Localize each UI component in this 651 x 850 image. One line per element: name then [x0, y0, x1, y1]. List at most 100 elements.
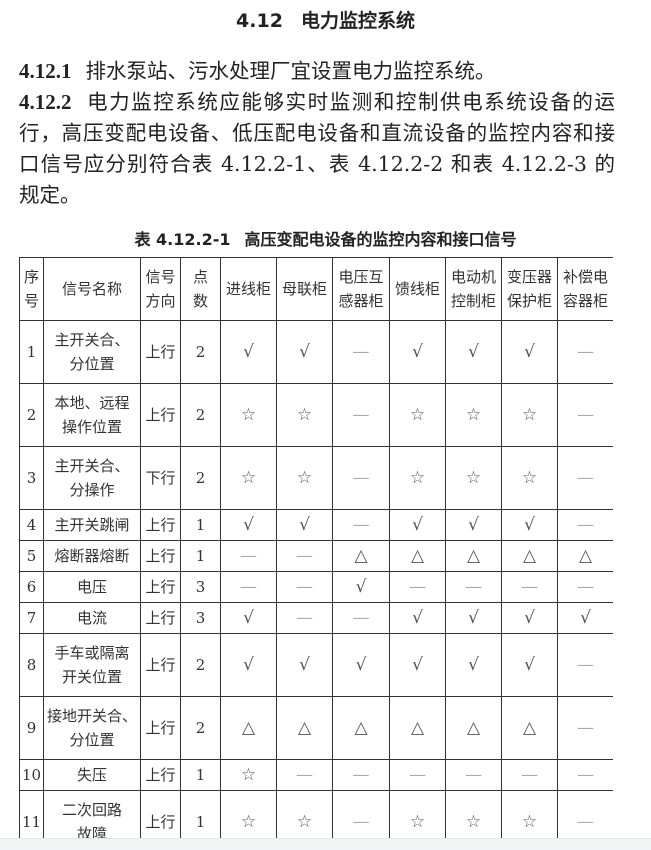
triangle-mark: △	[445, 540, 502, 572]
table-title: 高压变配电设备的监控内容和接口信号	[244, 230, 517, 249]
star-mark: ☆	[220, 383, 277, 447]
signal-direction: 上行	[140, 633, 181, 697]
clause-text: 排水泵站、污水处理厂宜设置电力监控系统。	[85, 59, 496, 83]
clause-number: 4.12.2	[19, 90, 72, 114]
row-number: 9	[19, 696, 44, 760]
dash-mark: —	[276, 571, 333, 603]
star-mark: ☆	[276, 383, 333, 447]
dash-mark: —	[501, 571, 558, 603]
point-count: 2	[180, 696, 221, 760]
signal-name-label: 电压	[76, 578, 107, 596]
table-caption: 表 4.12.2-1 高压变配电设备的监控内容和接口信号	[0, 226, 651, 250]
triangle-mark: △	[276, 696, 333, 760]
signal-name: 二次回路故障	[43, 790, 141, 838]
row-number: 6	[19, 571, 44, 603]
point-count: 2	[180, 446, 221, 510]
triangle-mark: △	[557, 540, 613, 572]
table-row: 10 失压 上行 1 ☆ — — — — — —	[19, 759, 613, 791]
column-header-label: 序号	[23, 268, 39, 310]
column-header-label: 点数	[192, 268, 208, 310]
signal-name-label: 接地开关合、分位置	[46, 707, 137, 749]
dash-mark: —	[445, 759, 502, 791]
column-header: 进线柜	[220, 257, 277, 321]
triangle-mark: △	[389, 540, 446, 572]
dash-mark: —	[332, 509, 390, 541]
clause-4-12-2-line-3: 口信号应分别符合表 4.12.2-1、表 4.12.2-2 和表 4.12.2-…	[19, 152, 615, 176]
column-header: 馈线柜	[389, 257, 446, 321]
triangle-mark: △	[389, 696, 446, 760]
section-heading: 4.12 电力监控系统	[0, 6, 651, 33]
signal-name: 接地开关合、分位置	[43, 696, 141, 760]
check-mark: √	[557, 602, 613, 634]
signal-direction: 上行	[140, 790, 181, 838]
clause-text: 电力监控系统应能够实时监测和控制供电系统设备的运	[85, 90, 616, 114]
column-header: 变压器保护柜	[501, 257, 558, 321]
point-count: 1	[180, 790, 221, 838]
triangle-mark: △	[501, 696, 558, 760]
point-count: 1	[180, 540, 221, 572]
point-count: 1	[180, 509, 221, 541]
star-mark: ☆	[501, 790, 558, 838]
signal-name: 熔断器熔断	[43, 540, 141, 572]
column-header-label: 信号名称	[61, 280, 122, 298]
signal-name: 电流	[43, 602, 141, 634]
signal-direction: 上行	[140, 696, 181, 760]
column-header: 信号方向	[140, 257, 181, 321]
section-number: 4.12	[236, 10, 283, 32]
table-row: 6 电压 上行 3— — √ — — — —	[19, 571, 613, 603]
column-header-label: 变压器保护柜	[506, 268, 552, 310]
signal-name: 主开关跳闸	[43, 509, 141, 541]
row-number: 2	[19, 383, 44, 447]
section-title: 电力监控系统	[300, 10, 415, 32]
dash-mark: —	[276, 540, 333, 572]
table-row: 5 熔断器熔断 上行 1— — △ △ △ △ △	[19, 540, 613, 572]
table-row: 9 接地开关合、分位置 上行 2 △ △ △ △ △ △ —	[19, 696, 613, 760]
star-mark: ☆	[389, 383, 446, 447]
dash-mark: —	[332, 790, 390, 838]
column-header-label: 馈线柜	[394, 280, 440, 298]
dash-mark: —	[557, 446, 613, 510]
signal-name-label: 电流	[76, 609, 107, 627]
signal-name: 主开关合、分位置	[43, 320, 141, 384]
check-mark: √	[389, 633, 446, 697]
star-mark: ☆	[276, 446, 333, 510]
signal-name-label: 失压	[76, 766, 107, 784]
table-row: 7 电流 上行 3 √ — — √ √ √ √	[19, 602, 613, 634]
dash-mark: —	[332, 320, 390, 384]
signal-direction: 上行	[140, 602, 181, 634]
table-row: 4 主开关跳闸 上行 1 √ √ — √ √ √ —	[19, 509, 613, 541]
check-mark: √	[445, 320, 502, 384]
dash-mark: —	[557, 790, 613, 838]
signal-direction: 上行	[140, 320, 181, 384]
dash-mark: —	[557, 320, 613, 384]
triangle-mark: △	[501, 540, 558, 572]
row-number: 1	[19, 320, 44, 384]
column-header: 点数	[180, 257, 221, 321]
star-mark: ☆	[501, 383, 558, 447]
check-mark: √	[445, 602, 502, 634]
column-header: 补偿电容器柜	[557, 257, 613, 321]
star-mark: ☆	[220, 790, 277, 838]
check-mark: √	[276, 509, 333, 541]
star-mark: ☆	[389, 446, 446, 510]
bottom-bar	[0, 838, 651, 850]
signal-name-label: 主开关跳闸	[54, 516, 130, 534]
signal-name-label: 主开关合、分操作	[54, 457, 130, 499]
point-count: 3	[180, 571, 221, 603]
dash-mark: —	[332, 602, 390, 634]
star-mark: ☆	[501, 446, 558, 510]
point-count: 3	[180, 602, 221, 634]
clause-number: 4.12.1	[19, 59, 72, 83]
point-count: 1	[180, 759, 221, 791]
dash-mark: —	[557, 696, 613, 760]
signal-direction: 下行	[140, 446, 181, 510]
dash-mark: —	[557, 571, 613, 603]
check-mark: √	[220, 633, 277, 697]
signal-direction: 上行	[140, 509, 181, 541]
column-header-label: 信号方向	[145, 268, 176, 310]
point-count: 2	[180, 320, 221, 384]
check-mark: √	[389, 602, 446, 634]
table-row: 3 主开关合、分操作 下行 2 ☆ ☆ — ☆ ☆ ☆ —	[19, 446, 613, 510]
dash-mark: —	[557, 633, 613, 697]
signal-name-label: 手车或隔离开关位置	[54, 644, 130, 686]
